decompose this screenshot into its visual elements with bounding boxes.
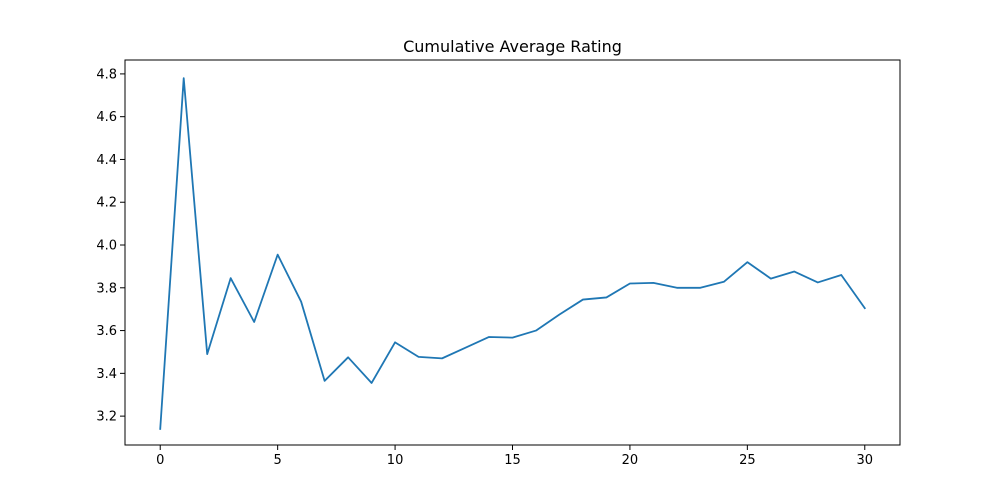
data-point	[393, 340, 397, 344]
data-point	[722, 280, 726, 284]
data-point	[205, 352, 209, 356]
y-tick-label: 4.2	[96, 196, 117, 211]
series-line	[159, 77, 867, 430]
data-point	[581, 298, 585, 302]
axis-ticks: 0 5 10 15 20 25 30 3.2 3.4 3.6 3.8 4.0 4.2 4.4 4.6 4.8	[96, 67, 873, 468]
data-point	[252, 320, 256, 324]
data-point	[299, 300, 303, 304]
data-point	[745, 260, 749, 264]
y-tick-label: 3.2	[96, 410, 117, 425]
x-tick-label: 5	[274, 453, 282, 468]
data-point	[698, 286, 702, 290]
data-point	[370, 381, 374, 385]
data-point	[229, 276, 233, 280]
data-point	[651, 281, 655, 285]
y-tick-label: 3.6	[96, 324, 117, 339]
data-point	[792, 270, 796, 274]
y-tick-label: 4.0	[96, 239, 117, 254]
y-tick-label: 4.6	[96, 110, 117, 125]
x-tick-label: 20	[622, 453, 639, 468]
data-point	[816, 280, 820, 284]
y-tick-label: 4.4	[96, 153, 117, 168]
data-point	[628, 282, 632, 286]
data-marks	[158, 76, 867, 431]
x-tick-label: 10	[387, 453, 404, 468]
data-point	[158, 427, 162, 431]
data-point	[346, 355, 350, 359]
y-tick-label: 3.8	[96, 281, 117, 296]
data-point	[417, 355, 421, 359]
data-point	[839, 273, 843, 277]
x-tick-label: 25	[739, 453, 756, 468]
plot-frame	[124, 59, 901, 446]
y-tick-label: 3.4	[96, 367, 117, 382]
x-tick-label: 15	[504, 453, 521, 468]
data-point	[464, 346, 468, 350]
data-point	[863, 306, 867, 310]
plot-area	[125, 60, 900, 445]
x-tick-label: 0	[156, 453, 164, 468]
data-point	[769, 277, 773, 281]
data-point	[604, 295, 608, 299]
data-point	[557, 313, 561, 317]
data-point	[487, 335, 491, 339]
data-point	[440, 356, 444, 360]
chart-title: Cumulative Average Rating	[403, 37, 622, 56]
data-point	[276, 253, 280, 257]
data-point	[511, 336, 515, 340]
data-point	[323, 379, 327, 383]
data-point	[182, 76, 186, 80]
x-tick-label: 30	[856, 453, 873, 468]
data-point	[534, 329, 538, 333]
data-point	[675, 286, 679, 290]
y-tick-label: 4.8	[96, 67, 117, 82]
